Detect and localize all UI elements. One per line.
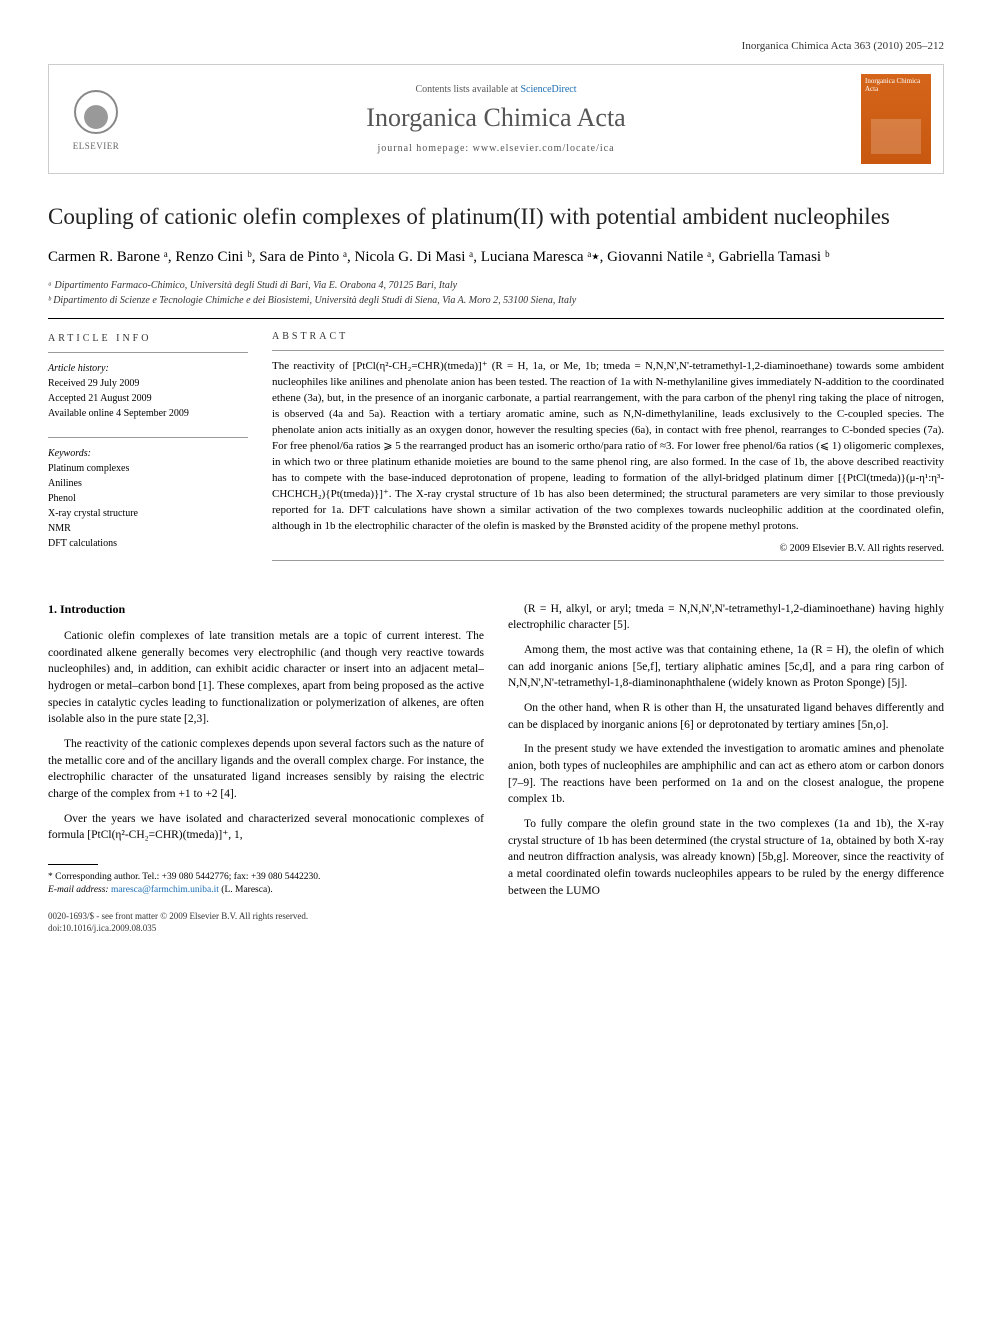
keywords-label: Keywords:: [48, 446, 248, 461]
divider-top: [48, 318, 944, 319]
footnotes: * Corresponding author. Tel.: +39 080 54…: [48, 871, 484, 898]
info-divider-2: [48, 437, 248, 438]
contents-prefix: Contents lists available at: [415, 84, 520, 95]
right-para-0: (R = H, alkyl, or aryl; tmeda = N,N,N',N…: [508, 601, 944, 634]
affiliation-a: ᵃ Dipartimento Farmaco-Chimico, Universi…: [48, 278, 944, 293]
article-history-block: Article history: Received 29 July 2009 A…: [48, 361, 248, 421]
journal-homepage: journal homepage: www.elsevier.com/locat…: [131, 143, 861, 154]
email-label: E-mail address:: [48, 885, 109, 895]
corresponding-author: * Corresponding author. Tel.: +39 080 54…: [48, 871, 484, 884]
elsevier-logo: ELSEVIER: [61, 79, 131, 159]
page-footer: 0020-1693/$ - see front matter © 2009 El…: [48, 910, 484, 935]
abstract-divider-bottom: [272, 560, 944, 561]
article-title: Coupling of cationic olefin complexes of…: [48, 202, 944, 232]
left-para-2: Over the years we have isolated and char…: [48, 811, 484, 844]
keyword-5: DFT calculations: [48, 536, 248, 551]
email-address[interactable]: maresca@farmchim.uniba.it: [111, 885, 219, 895]
left-para-0: Cationic olefin complexes of late transi…: [48, 628, 484, 728]
right-para-1: Among them, the most active was that con…: [508, 642, 944, 692]
running-header: Inorganica Chimica Acta 363 (2010) 205–2…: [48, 40, 944, 52]
keyword-2: Phenol: [48, 491, 248, 506]
accepted-date: Accepted 21 August 2009: [48, 391, 248, 406]
homepage-prefix: journal homepage:: [377, 143, 472, 154]
affiliations: ᵃ Dipartimento Farmaco-Chimico, Universi…: [48, 278, 944, 308]
right-column: (R = H, alkyl, or aryl; tmeda = N,N,N',N…: [508, 601, 944, 935]
contents-list-line: Contents lists available at ScienceDirec…: [131, 84, 861, 95]
abstract-copyright: © 2009 Elsevier B.V. All rights reserved…: [272, 543, 944, 554]
footnote-separator: [48, 864, 98, 865]
email-person: (L. Maresca).: [221, 885, 272, 895]
abstract-text: The reactivity of [PtCl(η²-CH₂=CHR)(tmed…: [272, 359, 944, 534]
keyword-4: NMR: [48, 521, 248, 536]
abstract-column: ABSTRACT The reactivity of [PtCl(η²-CH₂=…: [272, 331, 944, 568]
email-line: E-mail address: maresca@farmchim.uniba.i…: [48, 884, 484, 897]
footer-line-2: doi:10.1016/j.ica.2009.08.035: [48, 922, 484, 935]
right-para-4: To fully compare the olefin ground state…: [508, 816, 944, 899]
abstract-divider: [272, 350, 944, 351]
affiliation-b: ᵇ Dipartimento di Scienze e Tecnologie C…: [48, 293, 944, 308]
cover-label: Inorganica Chimica Acta: [861, 74, 931, 97]
sciencedirect-link[interactable]: ScienceDirect: [520, 84, 576, 95]
footer-line-1: 0020-1693/$ - see front matter © 2009 El…: [48, 910, 484, 923]
article-info-heading: ARTICLE INFO: [48, 331, 248, 346]
banner-center: Contents lists available at ScienceDirec…: [131, 84, 861, 154]
keyword-0: Platinum complexes: [48, 461, 248, 476]
keyword-3: X-ray crystal structure: [48, 506, 248, 521]
article-info-column: ARTICLE INFO Article history: Received 2…: [48, 331, 248, 568]
page-container: Inorganica Chimica Acta 363 (2010) 205–2…: [0, 0, 992, 975]
info-divider-1: [48, 352, 248, 353]
journal-banner: ELSEVIER Contents lists available at Sci…: [48, 64, 944, 174]
journal-title: Inorganica Chimica Acta: [131, 103, 861, 133]
publisher-name: ELSEVIER: [73, 141, 120, 151]
journal-cover-thumbnail: Inorganica Chimica Acta: [861, 74, 931, 164]
right-para-2: On the other hand, when R is other than …: [508, 700, 944, 733]
section-1-heading: 1. Introduction: [48, 601, 484, 618]
left-para-1: The reactivity of the cationic complexes…: [48, 736, 484, 803]
homepage-url: www.elsevier.com/locate/ica: [473, 143, 615, 154]
keywords-block: Keywords: Platinum complexes Anilines Ph…: [48, 446, 248, 551]
left-column: 1. Introduction Cationic olefin complexe…: [48, 601, 484, 935]
elsevier-tree-icon: [71, 87, 121, 137]
authors-line: Carmen R. Barone ᵃ, Renzo Cini ᵇ, Sara d…: [48, 246, 944, 269]
info-abstract-row: ARTICLE INFO Article history: Received 2…: [48, 331, 944, 568]
body-columns: 1. Introduction Cationic olefin complexe…: [48, 601, 944, 935]
keyword-1: Anilines: [48, 476, 248, 491]
online-date: Available online 4 September 2009: [48, 406, 248, 421]
history-label: Article history:: [48, 361, 248, 376]
abstract-heading: ABSTRACT: [272, 331, 944, 342]
received-date: Received 29 July 2009: [48, 376, 248, 391]
right-para-3: In the present study we have extended th…: [508, 741, 944, 808]
